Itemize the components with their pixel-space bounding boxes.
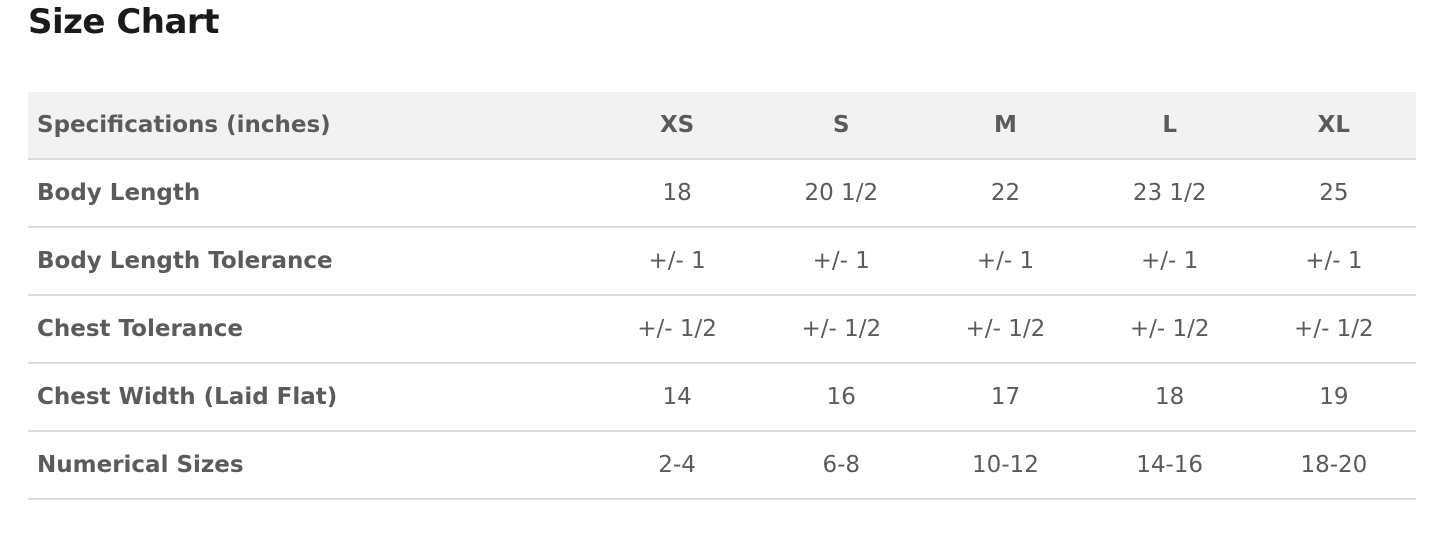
table-cell: +/- 1/2 bbox=[1251, 295, 1416, 364]
table-cell: 17 bbox=[923, 363, 1088, 432]
row-label: Body Length bbox=[28, 159, 595, 228]
column-header-size: S bbox=[759, 92, 924, 160]
table-cell: 18-20 bbox=[1251, 431, 1416, 500]
table-row: Body Length 18 20 1/2 22 23 1/2 25 bbox=[28, 159, 1416, 228]
column-header-size: XS bbox=[595, 92, 760, 160]
table-cell: +/- 1 bbox=[1087, 227, 1252, 296]
table-row: Chest Tolerance +/- 1/2 +/- 1/2 +/- 1/2 +/- … bbox=[28, 295, 1416, 364]
table-cell: 14 bbox=[595, 363, 760, 432]
row-label: Chest Tolerance bbox=[28, 295, 595, 364]
table-cell: +/- 1/2 bbox=[759, 295, 924, 364]
table-row: Numerical Sizes 2-4 6-8 10-12 14-16 18-20 bbox=[28, 431, 1416, 500]
table-cell: 18 bbox=[595, 159, 760, 228]
table-cell: +/- 1 bbox=[759, 227, 924, 296]
table-cell: 14-16 bbox=[1087, 431, 1252, 500]
table-row: Chest Width (Laid Flat) 14 16 17 18 19 bbox=[28, 363, 1416, 432]
row-label: Chest Width (Laid Flat) bbox=[28, 363, 595, 432]
table-cell: 22 bbox=[923, 159, 1088, 228]
table-cell: +/- 1/2 bbox=[595, 295, 760, 364]
table-row: Body Length Tolerance +/- 1 +/- 1 +/- 1 +/- … bbox=[28, 227, 1416, 296]
table-cell: 2-4 bbox=[595, 431, 760, 500]
column-header-size: M bbox=[923, 92, 1088, 160]
table-cell: +/- 1 bbox=[595, 227, 760, 296]
row-label: Numerical Sizes bbox=[28, 431, 595, 500]
page-title: Size Chart bbox=[28, 2, 219, 42]
column-header-size: XL bbox=[1251, 92, 1416, 160]
table-cell: 18 bbox=[1087, 363, 1252, 432]
table-cell: +/- 1 bbox=[1251, 227, 1416, 296]
column-header-size: L bbox=[1087, 92, 1252, 160]
table-cell: 16 bbox=[759, 363, 924, 432]
column-header-specifications: Specifications (inches) bbox=[28, 92, 595, 160]
table-header-row: Specifications (inches) XS S M L XL bbox=[28, 92, 1416, 160]
table-cell: 19 bbox=[1251, 363, 1416, 432]
table-cell: +/- 1/2 bbox=[923, 295, 1088, 364]
table-cell: 23 1/2 bbox=[1087, 159, 1252, 228]
table-cell: 6-8 bbox=[759, 431, 924, 500]
table-cell: 20 1/2 bbox=[759, 159, 924, 228]
table-cell: 10-12 bbox=[923, 431, 1088, 500]
size-chart-table: Specifications (inches) XS S M L XL Body Leng… bbox=[28, 92, 1416, 500]
row-label: Body Length Tolerance bbox=[28, 227, 595, 296]
table-cell: +/- 1 bbox=[923, 227, 1088, 296]
table-cell: +/- 1/2 bbox=[1087, 295, 1252, 364]
table-cell: 25 bbox=[1251, 159, 1416, 228]
